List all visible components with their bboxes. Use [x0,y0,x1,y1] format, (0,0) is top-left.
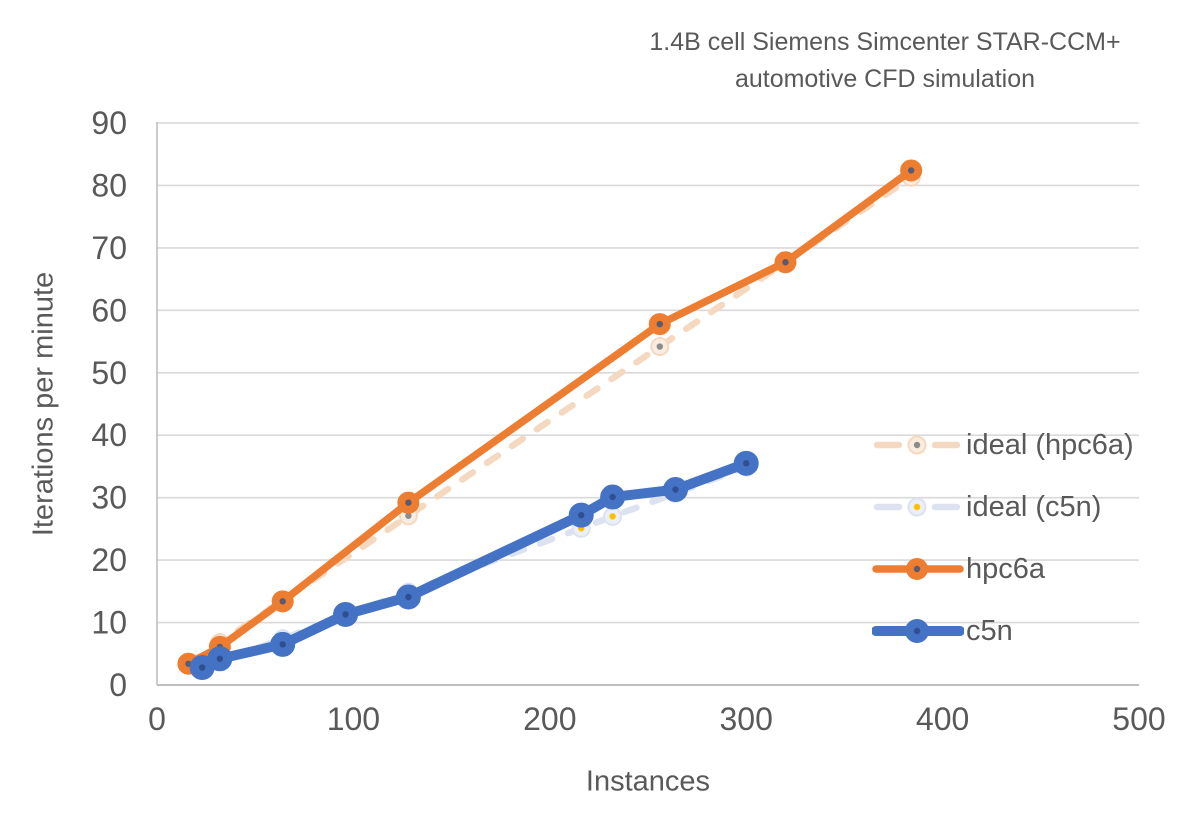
y-tick-label: 20 [91,542,127,578]
series-line-hpc6a [184,166,915,668]
legend-item-ideal-c5n: ideal (c5n) [872,476,1134,538]
legend-sample-hpc6a [872,558,964,580]
marker-dot-c5n [342,611,349,618]
y-tick-label: 30 [91,480,127,516]
legend-marker-dot-c5n [913,627,921,635]
marker-dot-c5n [578,511,585,519]
marker-dot-c5n [216,655,224,662]
x-tick-label: 100 [327,701,380,737]
marker-dot-c5n [743,460,750,467]
legend-sample-ideal-hpc6a [873,435,961,455]
legend-label-ideal-c5n: ideal (c5n) [966,490,1102,523]
y-tick-label: 70 [91,230,127,266]
marker-dot-c5n [405,593,412,601]
marker-dot-hpc6a [907,167,915,174]
legend-sample-ideal-c5n [873,497,961,517]
y-tick-label: 50 [91,355,127,391]
marker-dot-c5n [609,493,616,501]
marker-dot-c5n [279,641,286,648]
legend-sample-c5n [872,619,964,643]
y-tick-label: 80 [91,167,127,203]
y-tick-label: 0 [109,667,127,703]
marker-dot-hpc6a [782,259,789,266]
marker-dot-c5n [198,664,206,671]
marker-dot-hpc6a [656,320,663,328]
y-tick-label: 10 [91,605,127,641]
marker-dot-ideal-hpc6a [405,512,412,519]
marker-dot-hpc6a [279,598,286,605]
y-tick-label: 60 [91,292,127,328]
marker-dot-hpc6a [405,499,412,506]
legend-marker-dot-hpc6a [913,565,921,573]
y-tick-label: 40 [91,417,127,453]
x-axis-title: Instances [585,765,711,798]
legend-label-ideal-hpc6a: ideal (hpc6a) [966,428,1134,461]
legend-item-ideal-hpc6a: ideal (hpc6a) [872,414,1134,476]
legend-label-c5n: c5n [966,614,1013,647]
marker-dot-c5n [672,486,679,493]
marker-dot-ideal-c5n [609,513,616,520]
marker-dot-ideal-hpc6a [656,343,663,350]
y-tick-label: 90 [91,105,127,141]
chart-title-line1: 1.4B cell Siemens Simcenter STAR-CCM+ [649,28,1121,56]
legend-item-c5n: c5n [872,600,1134,662]
legend-marker-dot-ideal-c5n [913,503,921,511]
x-tick-label: 400 [916,701,969,737]
x-tick-label: 500 [1112,701,1165,737]
legend-label-hpc6a: hpc6a [966,552,1046,585]
legend-marker-dot-ideal-hpc6a [913,441,921,449]
x-tick-label: 300 [720,701,773,737]
y-axis-title: Iterations per minute [27,271,60,537]
legend-item-hpc6a: hpc6a [872,538,1134,600]
x-tick-label: 200 [523,701,576,737]
x-tick-label: 0 [148,701,166,737]
chart-title-line2: automotive CFD simulation [734,65,1036,93]
legend: ideal (hpc6a) ideal (c5n) hpc6a c5n [872,414,1134,662]
chart-title: 1.4B cell Siemens Simcenter STAR-CCM+ au… [615,24,1155,98]
